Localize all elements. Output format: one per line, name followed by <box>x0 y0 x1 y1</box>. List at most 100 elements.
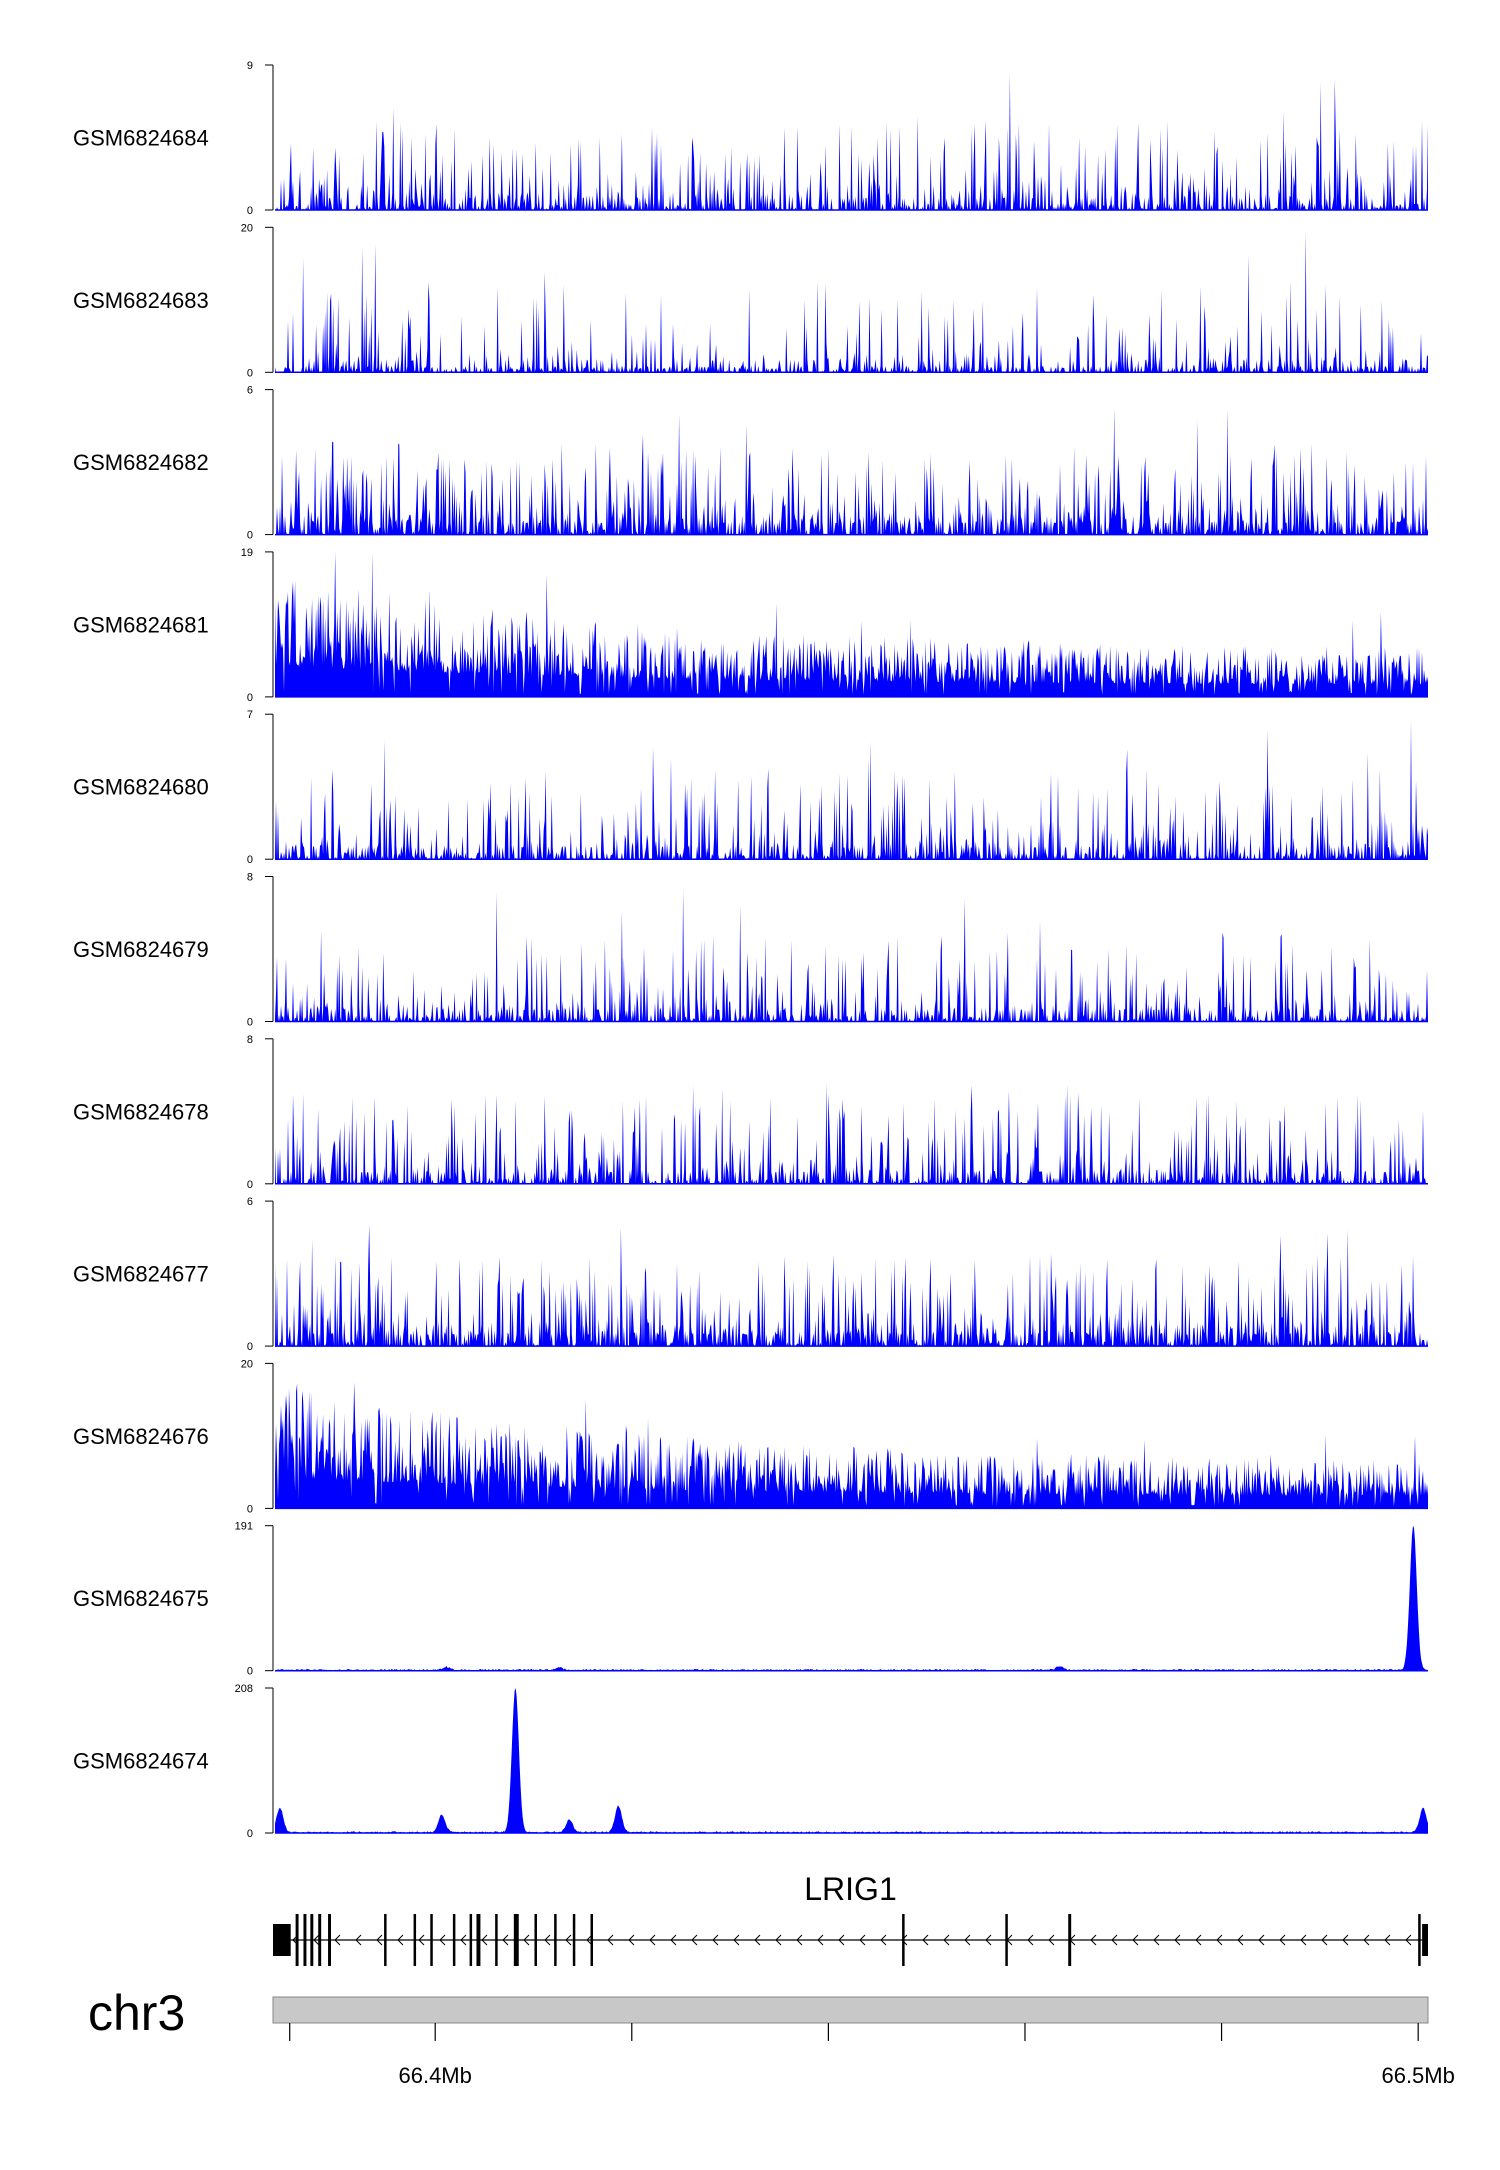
track-GSM6824676: GSM6824676 20 0 <box>73 1358 1428 1515</box>
strand-chevron <box>313 1934 320 1946</box>
y-tick-label-min: 0 <box>247 1179 253 1191</box>
strand-chevron <box>1384 1934 1391 1946</box>
strand-chevron <box>502 1934 509 1946</box>
y-tick-label-max: 20 <box>241 222 253 234</box>
track-label: GSM6824674 <box>73 1749 209 1774</box>
track-label: GSM6824683 <box>73 288 209 313</box>
strand-chevron <box>796 1934 803 1946</box>
y-tick-label-min: 0 <box>247 1341 253 1353</box>
gene-exon <box>902 1914 905 1966</box>
signal-area <box>275 720 1428 860</box>
strand-chevron <box>607 1934 614 1946</box>
strand-chevron <box>1237 1934 1244 1946</box>
strand-chevron <box>1132 1934 1139 1946</box>
strand-chevron <box>586 1934 593 1946</box>
strand-chevron <box>985 1934 992 1946</box>
strand-chevron <box>1405 1934 1412 1946</box>
strand-chevron <box>859 1934 866 1946</box>
gene-exon <box>273 1924 291 1956</box>
strand-chevron <box>712 1934 719 1946</box>
y-tick-label-max: 6 <box>247 385 253 397</box>
track-label: GSM6824679 <box>73 937 209 962</box>
gene-exon <box>318 1914 322 1966</box>
y-tick-label-min: 0 <box>247 1666 253 1678</box>
y-tick-label-min: 0 <box>247 692 253 704</box>
track-label: GSM6824684 <box>73 126 209 151</box>
track-label: GSM6824681 <box>73 612 209 637</box>
track-GSM6824683: GSM6824683 20 0 <box>73 222 1428 379</box>
strand-chevron <box>691 1934 698 1946</box>
chromosome-label: chr3 <box>88 1985 185 2041</box>
track-label: GSM6824675 <box>73 1586 209 1611</box>
strand-chevron <box>1048 1934 1055 1946</box>
signal-area <box>275 1688 1428 1833</box>
strand-chevron <box>1174 1934 1181 1946</box>
gene-exon <box>1005 1914 1008 1966</box>
strand-chevron <box>775 1934 782 1946</box>
signal-area <box>275 407 1428 535</box>
strand-chevron <box>649 1934 656 1946</box>
gene-exon <box>513 1914 519 1966</box>
strand-chevron <box>880 1934 887 1946</box>
strand-chevron <box>733 1934 740 1946</box>
strand-chevron <box>1342 1934 1349 1946</box>
strand-chevron <box>1090 1934 1097 1946</box>
strand-chevron <box>481 1934 488 1946</box>
strand-chevron <box>1153 1934 1160 1946</box>
strand-chevron <box>544 1934 551 1946</box>
strand-chevron <box>334 1934 341 1946</box>
gene-exon <box>554 1914 557 1966</box>
y-tick-label-max: 8 <box>247 872 253 884</box>
strand-chevron <box>943 1934 950 1946</box>
track-label: GSM6824680 <box>73 775 209 800</box>
gene-exon <box>384 1914 387 1966</box>
gene-exon <box>534 1914 537 1966</box>
gene-exon <box>303 1914 307 1966</box>
y-tick-label-max: 208 <box>235 1683 253 1695</box>
y-tick-label-min: 0 <box>247 1503 253 1515</box>
track-label: GSM6824678 <box>73 1099 209 1124</box>
y-tick-label-min: 0 <box>247 1017 253 1029</box>
strand-chevron <box>523 1934 530 1946</box>
strand-chevron <box>964 1934 971 1946</box>
strand-chevron <box>355 1934 362 1946</box>
y-tick-label-max: 6 <box>247 1196 253 1208</box>
strand-chevron <box>628 1934 635 1946</box>
track-GSM6824677: GSM6824677 6 0 <box>73 1196 1428 1353</box>
gene-track: LRIG1 <box>273 1871 1428 1966</box>
y-tick-label-max: 191 <box>235 1521 253 1533</box>
strand-chevron <box>1111 1934 1118 1946</box>
track-label: GSM6824682 <box>73 450 209 475</box>
gene-exon <box>295 1914 299 1966</box>
gene-exon <box>1422 1924 1428 1956</box>
chromosome-bar <box>272 1996 1429 2024</box>
strand-chevron <box>1279 1934 1286 1946</box>
strand-chevron <box>376 1934 383 1946</box>
y-tick-label-max: 8 <box>247 1034 253 1046</box>
gene-exon <box>476 1914 481 1966</box>
strand-chevron <box>1195 1934 1202 1946</box>
chromosome-track: chr3 66.4Mb 66.5Mb <box>88 1985 1455 2088</box>
gene-exon <box>469 1914 473 1966</box>
signal-area <box>275 1224 1428 1347</box>
strand-chevron <box>1027 1934 1034 1946</box>
strand-chevron <box>460 1934 467 1946</box>
strand-chevron <box>901 1934 908 1946</box>
signal-area <box>275 889 1428 1022</box>
gene-exon <box>452 1914 456 1966</box>
y-tick-label-max: 19 <box>241 547 253 559</box>
gene-exon <box>1418 1914 1421 1966</box>
track-GSM6824679: GSM6824679 8 0 <box>73 872 1428 1029</box>
y-tick-label-max: 7 <box>247 709 253 721</box>
strand-chevron <box>754 1934 761 1946</box>
signal-area <box>275 1525 1428 1671</box>
track-GSM6824680: GSM6824680 7 0 <box>73 709 1428 866</box>
y-tick-label-min: 0 <box>247 1828 253 1840</box>
strand-chevron <box>565 1934 572 1946</box>
x-tick-label: 66.4Mb <box>398 2063 471 2088</box>
signal-area <box>275 73 1428 210</box>
track-GSM6824678: GSM6824678 8 0 <box>73 1034 1428 1191</box>
strand-chevron <box>1216 1934 1223 1946</box>
strand-chevron <box>817 1934 824 1946</box>
y-tick-label-min: 0 <box>247 854 253 866</box>
